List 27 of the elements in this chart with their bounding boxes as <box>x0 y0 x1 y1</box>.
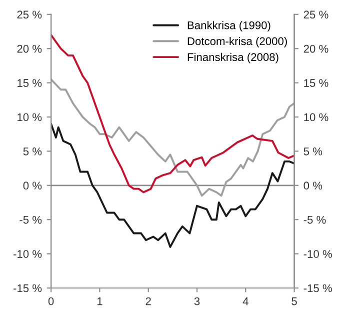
y-tick-label: -10 % <box>14 250 42 258</box>
y2-tick-label: 15 % <box>304 79 328 87</box>
x-tick-label: 5 <box>292 297 297 306</box>
y-tick-label: 10 % <box>18 113 42 122</box>
y2-tick-label: 25 % <box>304 10 328 19</box>
y-tick-label: 0 % <box>23 182 42 190</box>
x-tick-label: 3 <box>194 297 200 306</box>
y2-tick-label: 5 % <box>304 148 322 156</box>
x-tick-label: 0 <box>48 297 54 306</box>
y2-tick-label: 10 % <box>304 113 328 122</box>
y2-tick-label: -5 % <box>304 216 326 224</box>
x-tick-label: 1 <box>97 297 102 306</box>
x-tick-label: 4 <box>242 297 248 306</box>
y-tick-label: 20 % <box>17 44 42 53</box>
y2-tick-label: -10 % <box>304 250 332 258</box>
legend-label: Finanskrisa (2008) <box>188 52 278 64</box>
y-tick-label: -5 % <box>20 216 42 224</box>
legend-label: Dotcom-krisa (2000) <box>188 36 287 48</box>
y-tick-label: 5 % <box>23 148 42 156</box>
y2-tick-label: 20 % <box>304 44 328 53</box>
legend-label: Bankkrisa (1990) <box>188 21 270 32</box>
y-tick-label: -15 % <box>14 284 42 292</box>
y-tick-label: 25 % <box>17 10 42 19</box>
y2-tick-label: -15 % <box>304 284 332 292</box>
y2-tick-label: 0 % <box>304 182 322 190</box>
y-tick-label: 15 % <box>18 79 42 87</box>
x-tick-label: 2 <box>146 297 151 306</box>
